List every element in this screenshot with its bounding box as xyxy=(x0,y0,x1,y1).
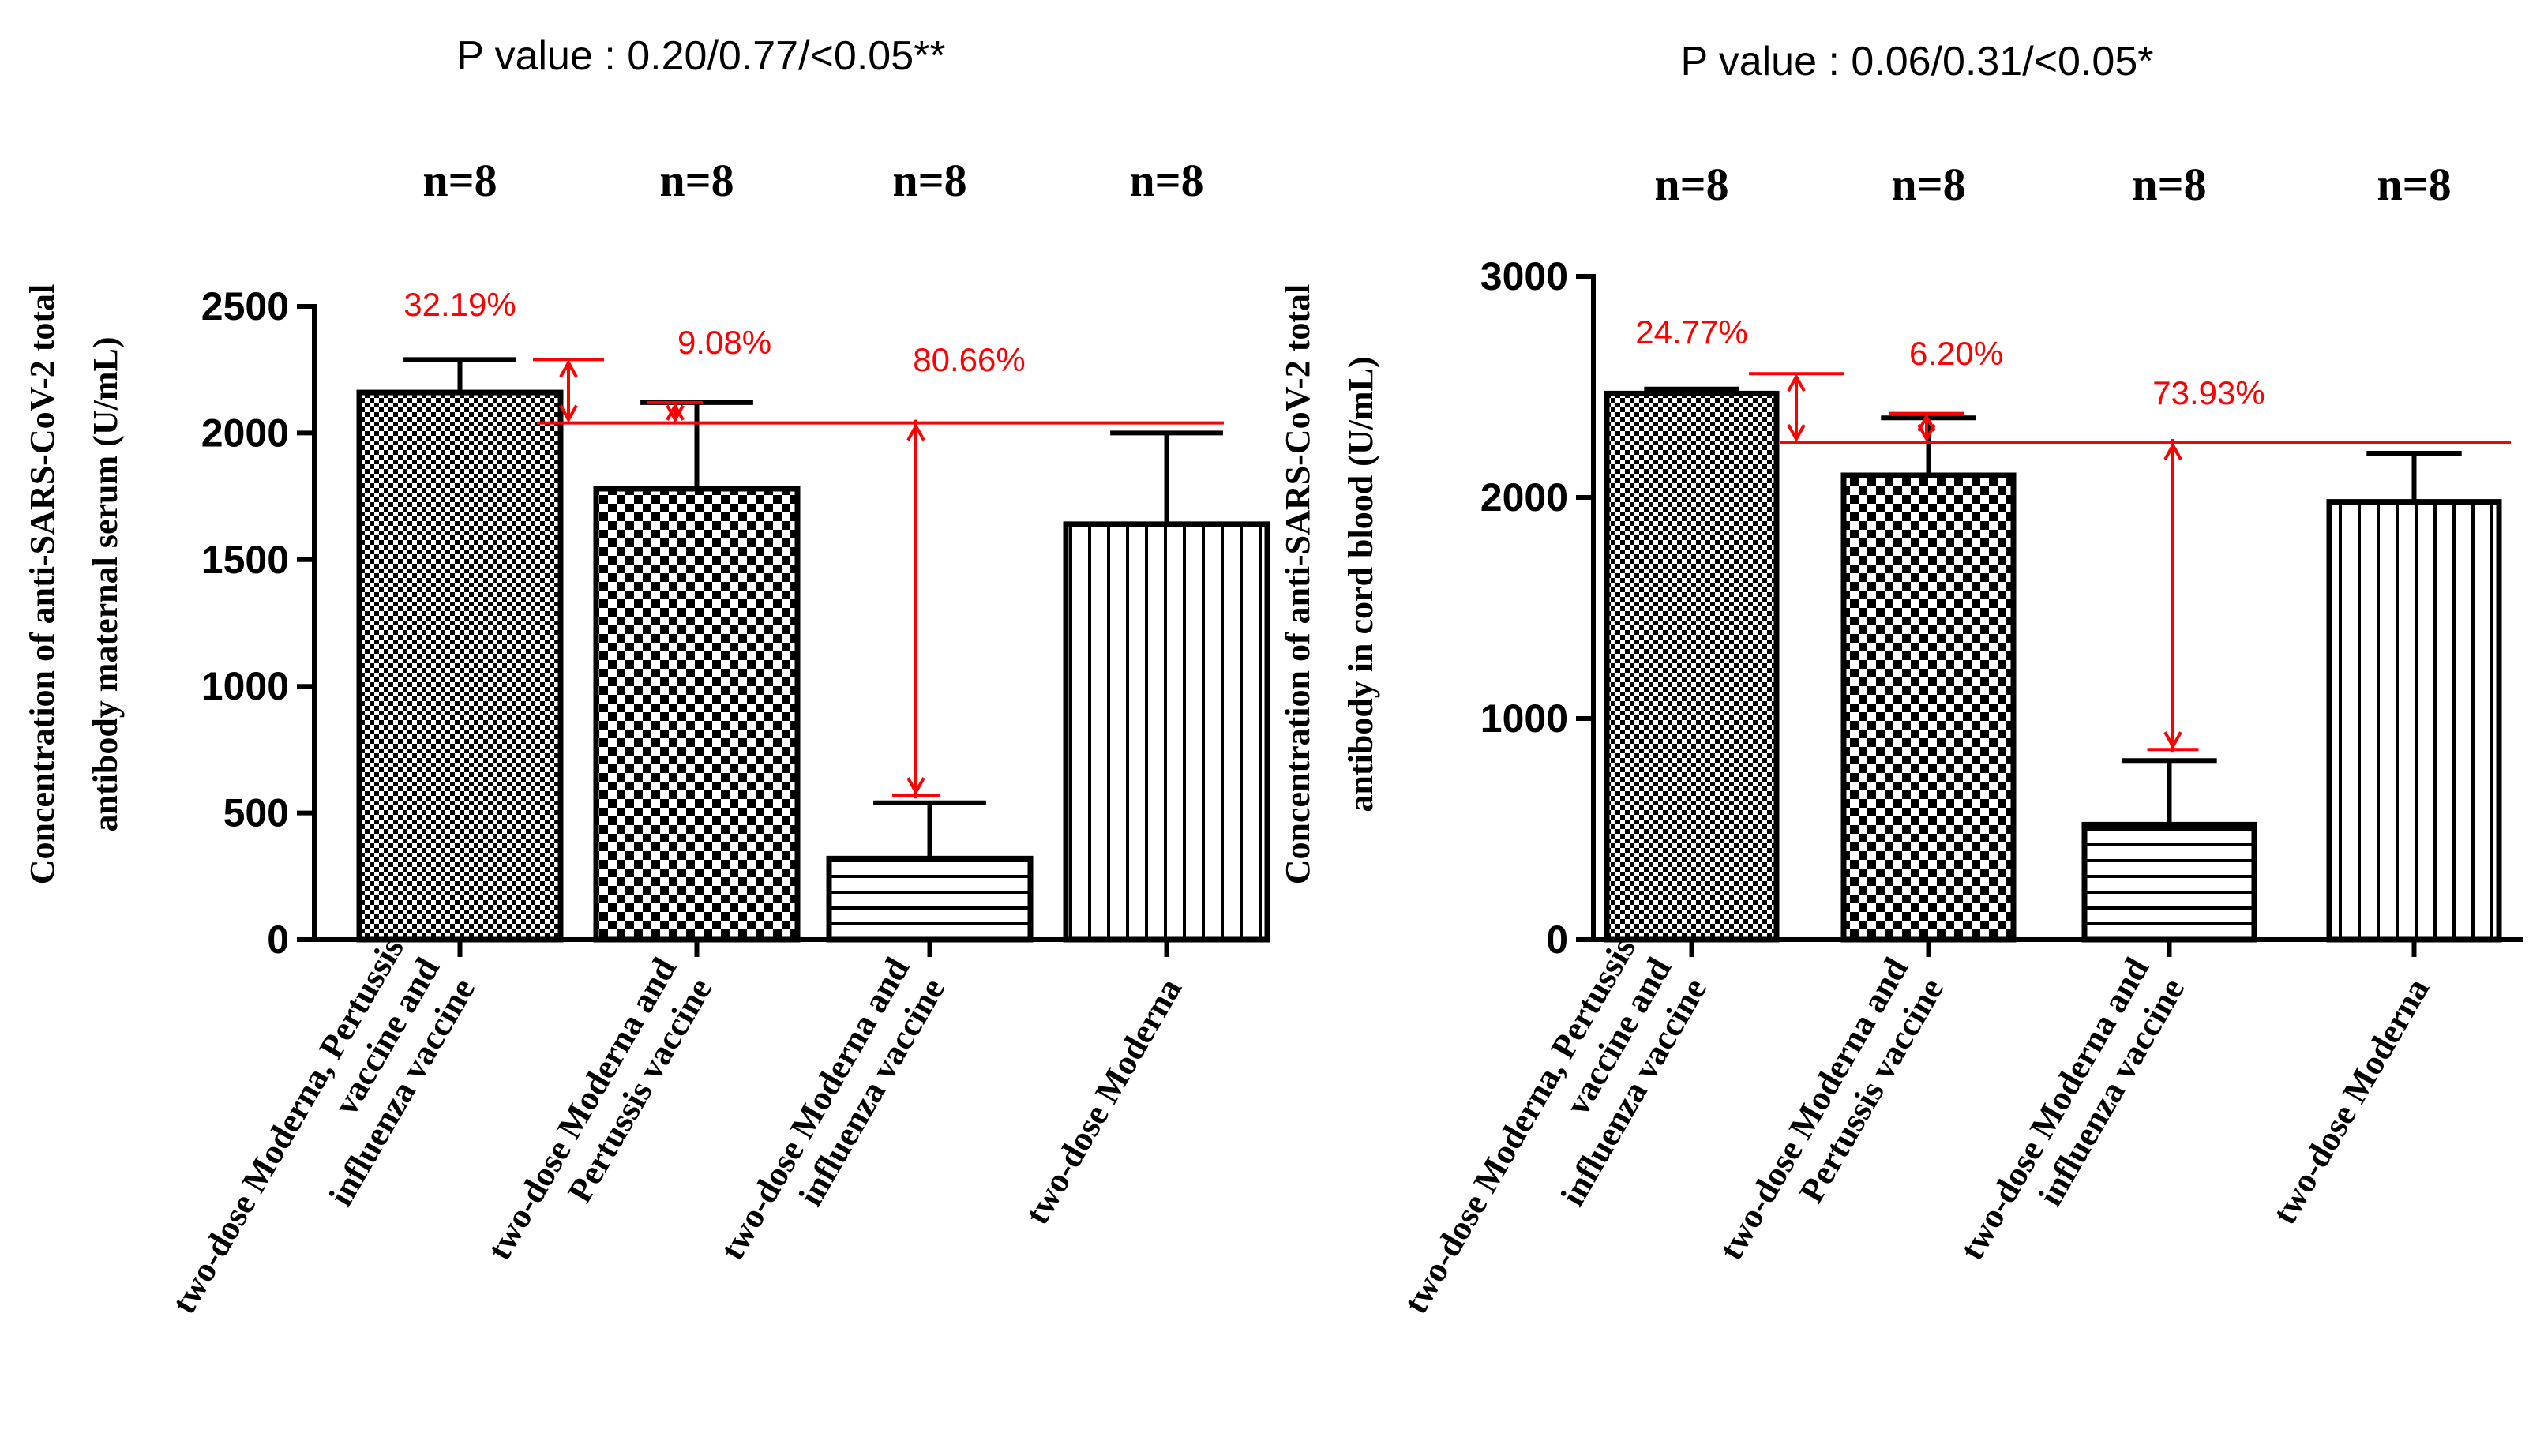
annotation-arrowhead xyxy=(906,777,925,796)
y-tick-label: 2500 xyxy=(201,284,289,328)
category-label-line: two-dose Moderna and xyxy=(1711,951,1916,1266)
bar xyxy=(826,855,1034,943)
annotation-arrowhead xyxy=(2163,441,2182,460)
annotation-arrowhead xyxy=(1917,413,1936,432)
category-label-line: two-dose Moderna and xyxy=(1952,951,2156,1266)
y-tick-label: 1000 xyxy=(1480,696,1568,741)
y-axis-label-line: Concentration of anti-SARS-CoV-2 total xyxy=(23,284,62,885)
y-tick-label: 2000 xyxy=(1480,475,1568,520)
category-label-line: two-dose Moderna and xyxy=(479,951,684,1266)
p-value-title: P value : 0.20/0.77/<0.05** xyxy=(456,33,945,79)
annotation-arrowhead xyxy=(666,402,685,421)
n-label: n=8 xyxy=(2132,159,2206,210)
annotation-arrowhead xyxy=(1787,424,1806,443)
y-tick-label: 2000 xyxy=(201,411,289,455)
annotation-arrowhead xyxy=(1917,424,1936,443)
p-value-title: P value : 0.06/0.31/<0.05* xyxy=(1681,39,2154,84)
bar xyxy=(1840,472,2017,943)
percent-annotation: 24.77% xyxy=(1635,313,1747,351)
y-axis-label-line: antibody maternal serum (U/mL) xyxy=(86,337,125,832)
category-label-line: two-dose Moderna xyxy=(2264,972,2437,1231)
n-label: n=8 xyxy=(2377,159,2451,210)
annotation-arrowhead xyxy=(906,422,925,441)
annotation-arrowhead xyxy=(2163,731,2182,750)
percent-annotation: 32.19% xyxy=(403,286,516,323)
category-label: two-dose Moderna andPertussis vaccine xyxy=(1711,951,1951,1287)
bar xyxy=(356,389,564,943)
y-axis-label-line: antibody in cord blood (U/mL) xyxy=(1341,357,1380,812)
category-label: two-dose Moderna andinfluenza vaccine xyxy=(712,951,952,1287)
n-label: n=8 xyxy=(1129,155,1203,206)
category-label-line: two-dose Moderna and xyxy=(712,951,917,1266)
cord-blood-chart: P value : 0.06/0.31/<0.05* Concentration … xyxy=(1278,39,2523,1361)
category-label-line: two-dose Moderna xyxy=(1017,972,1189,1231)
bar xyxy=(593,486,801,943)
y-tick-label: 1000 xyxy=(201,664,289,708)
maternal-serum-chart: P value : 0.20/0.77/<0.05** Concentration… xyxy=(23,33,1270,1361)
bar xyxy=(1063,521,1270,943)
n-label: n=8 xyxy=(892,155,966,206)
category-label: two-dose Moderna, Pertussisvaccine andin… xyxy=(164,931,482,1361)
category-label: two-dose Moderna andinfluenza vaccine xyxy=(1952,951,2192,1287)
category-label: two-dose Moderna xyxy=(1017,972,1189,1231)
n-label: n=8 xyxy=(422,155,497,206)
percent-annotation: 6.20% xyxy=(1909,335,2003,372)
n-label: n=8 xyxy=(1654,159,1728,210)
percent-annotation: 80.66% xyxy=(913,341,1025,378)
category-label: two-dose Moderna xyxy=(2264,972,2437,1231)
y-tick-label: 1500 xyxy=(201,538,289,582)
bar xyxy=(1604,390,1780,943)
y-tick-label: 500 xyxy=(223,791,289,835)
annotation-arrowhead xyxy=(666,404,685,423)
annotation-arrowhead xyxy=(1787,373,1806,392)
n-label: n=8 xyxy=(1891,159,1965,210)
n-label: n=8 xyxy=(659,155,734,206)
annotation-arrowhead xyxy=(559,404,578,423)
percent-annotation: 9.08% xyxy=(677,324,771,361)
y-tick-label: 3000 xyxy=(1480,254,1568,298)
category-label: two-dose Moderna, Pertussisvaccine andin… xyxy=(1396,931,1714,1361)
annotation-arrowhead xyxy=(559,359,578,378)
y-tick-label: 0 xyxy=(1546,918,1568,962)
category-label: two-dose Moderna andPertussis vaccine xyxy=(479,951,719,1287)
percent-annotation: 73.93% xyxy=(2152,374,2264,411)
y-axis-label-line: Concentration of anti-SARS-CoV-2 total xyxy=(1278,284,1317,885)
y-tick-label: 0 xyxy=(267,918,289,962)
bar xyxy=(2326,499,2502,943)
bar xyxy=(2081,821,2257,943)
